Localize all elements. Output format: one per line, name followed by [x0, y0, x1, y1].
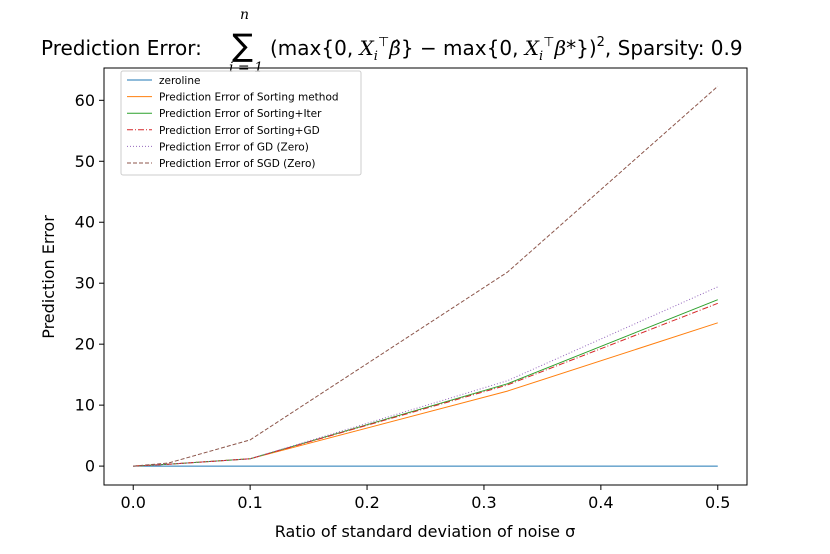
y-tick-label: 30	[75, 274, 95, 293]
y-tick-label: 40	[75, 213, 95, 232]
series-line-5	[133, 85, 719, 467]
y-tick-label: 10	[75, 396, 95, 415]
legend: zeroline Prediction Error of Sorting meth…	[120, 70, 362, 176]
legend-label: Prediction Error of SGD (Zero)	[159, 158, 315, 170]
x-tick-label: 0.1	[237, 493, 262, 512]
y-tick-label: 50	[75, 152, 95, 171]
chart-title: Prediction Error: ∑ n i = 1 (max{0, Xi⊤β…	[41, 7, 743, 76]
series-lines	[133, 85, 719, 467]
legend-label: Prediction Error of Sorting+GD	[159, 125, 320, 137]
x-tick-label: 0.0	[121, 493, 146, 512]
x-tick-label: 0.4	[588, 493, 613, 512]
y-tick-label: 60	[75, 91, 95, 110]
legend-box	[120, 70, 362, 176]
title-suffix: , Sparsity: 0.9	[605, 36, 743, 60]
title-sum-symbol: ∑	[232, 28, 253, 64]
legend-label: Prediction Error of Sorting method	[159, 92, 339, 104]
title-sum-upper: n	[240, 7, 249, 23]
legend-label: Prediction Error of Sorting+Iter	[159, 108, 322, 120]
legend-label: Prediction Error of GD (Zero)	[159, 141, 309, 153]
y-axis-label: Prediction Error	[39, 215, 58, 339]
x-axis: 0.0 0.1 0.2 0.3 0.4 0.5	[121, 485, 730, 512]
x-tick-label: 0.2	[354, 493, 379, 512]
series-line-4	[133, 286, 718, 467]
x-tick-label: 0.5	[705, 493, 730, 512]
series-line-3	[133, 302, 718, 467]
legend-label: zeroline	[159, 75, 200, 87]
x-axis-label: Ratio of standard deviation of noise σ	[275, 522, 575, 541]
title-formula: (max{0, Xi⊤β̂} − max{0, Xi⊤β*})2, Sparsi…	[270, 35, 743, 64]
series-line-1	[133, 322, 718, 467]
plot-frame	[103, 67, 748, 486]
y-axis: 0 10 20 30 40 50 60	[75, 91, 104, 476]
y-tick-label: 20	[75, 335, 95, 354]
series-line-2	[133, 299, 718, 467]
x-tick-label: 0.3	[471, 493, 496, 512]
chart-title-prefix: Prediction Error:	[41, 36, 202, 60]
y-tick-label: 0	[85, 457, 95, 476]
